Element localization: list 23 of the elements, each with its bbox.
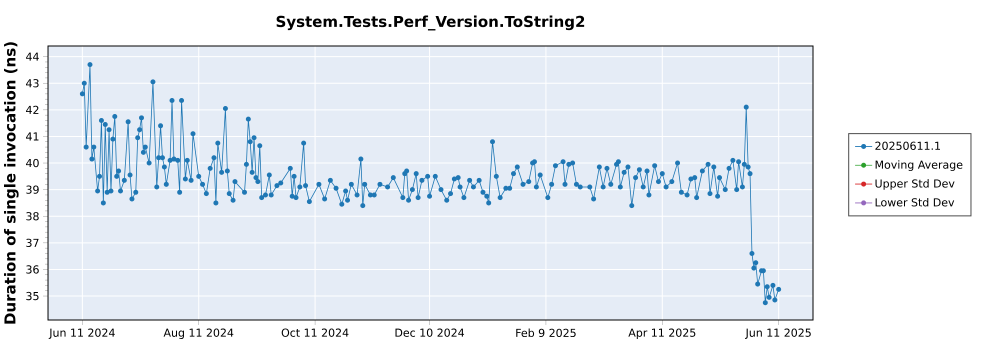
legend-label: 20250611.1 bbox=[875, 142, 940, 150]
x-tick-label: Jun 11 2025 bbox=[745, 328, 811, 339]
y-tick-label: 41 bbox=[26, 132, 38, 140]
legend-label: Moving Average bbox=[876, 160, 962, 171]
y-tick-label: 42 bbox=[26, 106, 38, 114]
y-tick-label: 38 bbox=[26, 212, 39, 220]
legend-label: Lower Std Dev bbox=[876, 198, 954, 207]
y-tick-label: 39 bbox=[26, 185, 39, 194]
y-tick-label: 43 bbox=[26, 79, 39, 88]
x-tick-label: Jun 11 2024 bbox=[48, 328, 115, 339]
legend-label: Upper Std Dev bbox=[876, 179, 955, 190]
x-tick-label: Oct 11 2024 bbox=[282, 328, 348, 337]
y-tick-label: 35 bbox=[26, 292, 39, 300]
x-tick-label: Apr 11 2025 bbox=[628, 328, 696, 339]
y-tick-label: 44 bbox=[26, 52, 39, 61]
y-tick-label: 40 bbox=[26, 158, 39, 168]
x-tick-label: Aug 11 2024 bbox=[164, 328, 234, 339]
y-tick-label: 37 bbox=[26, 238, 39, 248]
y-tick-label: 36 bbox=[26, 265, 39, 274]
x-tick-label: Dec 10 2024 bbox=[396, 328, 464, 337]
y-axis-title: Duration of single invocation (ns) bbox=[4, 42, 19, 324]
x-tick-label: Feb 9 2025 bbox=[516, 328, 576, 338]
chart-title: System.Tests.Perf_Version.ToString2 bbox=[276, 16, 584, 30]
